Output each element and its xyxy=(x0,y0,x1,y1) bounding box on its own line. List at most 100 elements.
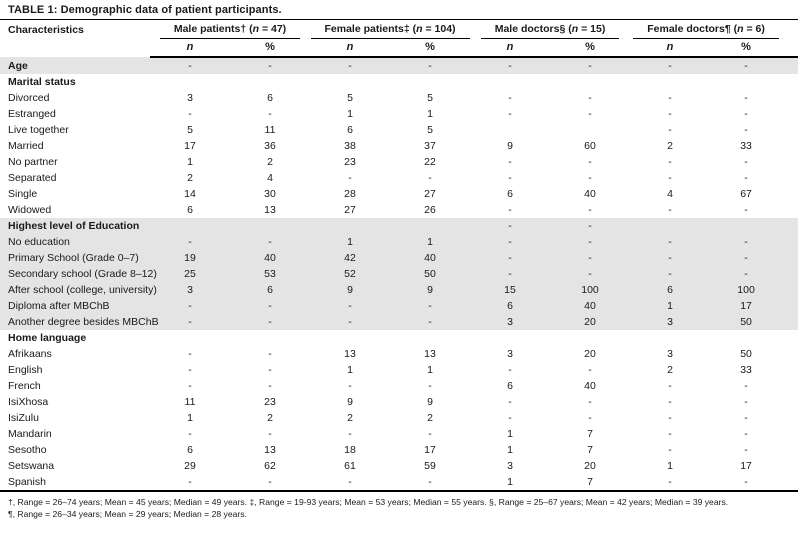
value-cell: - xyxy=(588,92,592,104)
row-label: Married xyxy=(8,140,44,152)
value-cell xyxy=(230,74,310,90)
row-label: Live together xyxy=(8,124,69,136)
table-row: French - - - - 6 40 - - xyxy=(0,378,798,394)
column-header-characteristics: Characteristics xyxy=(8,24,84,36)
row-label: Highest level of Education xyxy=(8,220,140,232)
value-cell: 2 xyxy=(347,412,353,424)
value-cell: 7 xyxy=(587,428,593,440)
value-cell: - xyxy=(188,236,192,248)
value-cell: - xyxy=(744,268,748,280)
value-cell: - xyxy=(508,268,512,280)
value-cell: - xyxy=(744,204,748,216)
value-cell: 3 xyxy=(187,92,193,104)
value-cell: 9 xyxy=(507,140,513,152)
footnotes: †, Range = 26–74 years; Mean = 45 years;… xyxy=(0,492,798,521)
group-label: Male doctors§ (n = 15) xyxy=(480,23,620,39)
table-row: No partner 1 2 23 22 - - - - xyxy=(0,154,798,170)
value-cell: - xyxy=(348,316,352,328)
group-label-n: n xyxy=(252,23,260,35)
value-cell: - xyxy=(188,380,192,392)
value-cell: 67 xyxy=(740,188,752,200)
value-cell: 5 xyxy=(347,92,353,104)
value-cell: 5 xyxy=(427,92,433,104)
value-cell: 50 xyxy=(424,268,436,280)
value-cell: 6 xyxy=(187,204,193,216)
table-row: Highest level of Education - - xyxy=(0,218,798,234)
value-cell: - xyxy=(588,156,592,168)
value-cell: 52 xyxy=(344,268,356,280)
value-cell: 1 xyxy=(427,364,433,376)
value-cell: - xyxy=(508,156,512,168)
value-cell: - xyxy=(744,428,748,440)
table-body: Age - - - - - - - - Marital status Divorced 3 6 5 5- - -… xyxy=(0,57,798,491)
value-cell: 50 xyxy=(740,348,752,360)
value-cell: - xyxy=(428,316,432,328)
demographics-table: Characteristics Male patients† (n = 47) … xyxy=(0,20,798,492)
value-cell xyxy=(150,330,230,346)
value-cell: - xyxy=(428,172,432,184)
value-cell xyxy=(390,74,470,90)
subheader-n: n xyxy=(310,39,391,58)
subheader-pct: % xyxy=(550,39,631,58)
table-row: Single 14 30 28 27 6 40 4 67 xyxy=(0,186,798,202)
table-row: Another degree besides MBChB - - - - 3 20 3 50 xyxy=(0,314,798,330)
value-cell: 5 xyxy=(187,124,193,136)
value-cell: 37 xyxy=(424,140,436,152)
value-cell: 1 xyxy=(427,236,433,248)
value-cell: 6 xyxy=(187,444,193,456)
value-cell: 3 xyxy=(667,348,673,360)
value-cell: 30 xyxy=(264,188,276,200)
group-label-n: n xyxy=(737,23,744,35)
value-cell: - xyxy=(428,300,432,312)
value-cell: 17 xyxy=(424,444,436,456)
table-header: Characteristics Male patients† (n = 47) … xyxy=(0,20,798,58)
row-label: After school (college, university) xyxy=(8,284,157,296)
value-cell: 4 xyxy=(267,172,273,184)
value-cell: - xyxy=(668,124,672,136)
value-cell: - xyxy=(668,380,672,392)
value-cell: - xyxy=(744,476,748,488)
value-cell: 38 xyxy=(344,140,356,152)
value-cell xyxy=(710,218,798,234)
value-cell: 18 xyxy=(344,444,356,456)
value-cell: 1 xyxy=(187,156,193,168)
value-cell: - xyxy=(668,444,672,456)
value-cell: - xyxy=(668,252,672,264)
value-cell: - xyxy=(744,236,748,248)
value-cell: 1 xyxy=(667,300,673,312)
value-cell: 11 xyxy=(184,396,196,408)
value-cell: 3 xyxy=(187,284,193,296)
value-cell: 1 xyxy=(507,444,513,456)
value-cell: 6 xyxy=(267,92,273,104)
value-cell: - xyxy=(744,92,748,104)
row-label: Another degree besides MBChB xyxy=(8,316,159,328)
value-cell: - xyxy=(588,204,592,216)
value-cell: 59 xyxy=(424,460,436,472)
subheader-pct: % xyxy=(710,39,798,58)
value-cell xyxy=(550,122,630,138)
value-cell: 22 xyxy=(424,156,436,168)
table-row: After school (college, university) 3 6 9 9 15… xyxy=(0,282,798,298)
subheader-n: n xyxy=(150,39,230,58)
value-cell: - xyxy=(508,204,512,216)
group-label-text: = 47) xyxy=(259,23,287,35)
value-cell: - xyxy=(508,236,512,248)
value-cell: - xyxy=(428,428,432,440)
value-cell: - xyxy=(188,316,192,328)
value-cell: - xyxy=(188,108,192,120)
value-cell: - xyxy=(508,412,512,424)
row-label: Mandarin xyxy=(8,428,52,440)
group-label-text: Male doctors§ ( xyxy=(494,23,572,35)
row-label: No partner xyxy=(8,156,58,168)
value-cell: - xyxy=(348,60,352,72)
value-cell: 50 xyxy=(740,316,752,328)
column-group-female-patients: Female patients‡ (n = 104) xyxy=(310,20,470,39)
value-cell: 6 xyxy=(507,300,513,312)
value-cell: 7 xyxy=(587,476,593,488)
value-cell: 20 xyxy=(584,460,596,472)
value-cell: - xyxy=(348,380,352,392)
table-row: Divorced 3 6 5 5 - - - - xyxy=(0,90,798,106)
value-cell: - xyxy=(188,348,192,360)
value-cell: 2 xyxy=(427,412,433,424)
value-cell: - xyxy=(668,156,672,168)
